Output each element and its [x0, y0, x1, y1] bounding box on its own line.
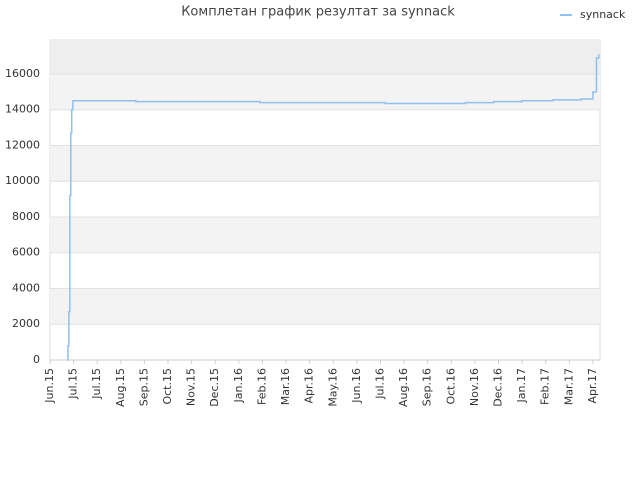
legend-label: synnack — [580, 8, 626, 21]
x-tick-label: May.16 — [326, 368, 339, 407]
x-tick-label: Aug.16 — [397, 368, 410, 407]
x-tick-label: Jan.17 — [515, 368, 528, 403]
x-tick-label: Jun.16 — [350, 368, 363, 404]
x-tick-label: Apr.16 — [303, 368, 316, 404]
x-tick-label: Dec.15 — [208, 368, 221, 407]
x-tick-label: Oct.16 — [444, 368, 457, 405]
y-tick-label: 2000 — [12, 317, 40, 330]
x-tick-label: Feb.16 — [255, 368, 268, 405]
y-tick-label: 14000 — [5, 103, 40, 116]
x-tick-label: Aug.15 — [114, 368, 127, 407]
x-tick-label: Nov.15 — [185, 368, 198, 406]
line — [66, 54, 600, 361]
y-tick-label: 4000 — [12, 281, 40, 294]
x-tick-label: Feb.17 — [539, 368, 552, 405]
band — [50, 216, 600, 253]
y-tick-label: 8000 — [12, 210, 40, 223]
band — [50, 145, 600, 182]
x-tick-label: Jul.15 — [90, 368, 103, 400]
y-tick-label: 0 — [33, 353, 40, 366]
band — [50, 288, 600, 325]
x-tick-label: Jul.16 — [373, 368, 386, 400]
x-tick-label: Jun.15 — [43, 368, 56, 404]
x-tick-label: Sep.15 — [137, 368, 150, 406]
x-tick-label: Mar.16 — [279, 368, 292, 405]
x-tick-label: Sep.16 — [421, 368, 434, 406]
y-tick-label: 12000 — [5, 138, 40, 151]
band — [50, 40, 600, 74]
x-tick-label: Nov.16 — [468, 368, 481, 406]
x-tick-label: Oct.15 — [161, 368, 174, 405]
x-tick-label: Apr.17 — [586, 368, 599, 404]
x-tick-label: Mar.17 — [562, 368, 575, 405]
x-tick-label: Jan.16 — [232, 368, 245, 403]
x-tick-label: Dec.16 — [491, 368, 504, 407]
band — [50, 73, 600, 110]
x-tick-label: Jul.15 — [67, 368, 80, 400]
y-tick-label: 10000 — [5, 174, 40, 187]
y-tick-label: 6000 — [12, 246, 40, 259]
chart-title: Комплетан график резултат за synnack — [181, 5, 455, 20]
y-tick-label: 16000 — [5, 67, 40, 80]
